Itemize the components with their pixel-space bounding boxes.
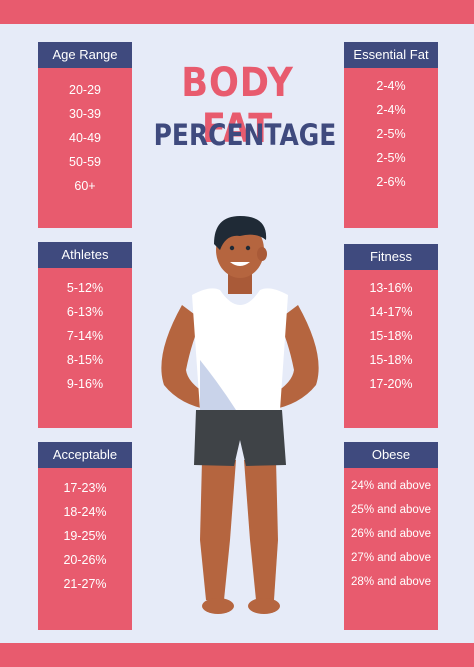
- top-banner-bar: [0, 0, 474, 24]
- obese-value: 26% and above: [351, 528, 431, 540]
- age-range-value: 40-49: [69, 131, 101, 145]
- fitness-value: 17-20%: [369, 377, 413, 391]
- acceptable-value: 21-27%: [63, 577, 107, 591]
- age-range-value: 30-39: [69, 107, 101, 121]
- fitness-card: Fitness 13-16% 14-17% 15-18% 15-18% 17-2…: [344, 244, 438, 428]
- fitness-value: 15-18%: [369, 353, 413, 367]
- acceptable-value: 18-24%: [63, 505, 107, 519]
- fitness-value: 13-16%: [369, 281, 413, 295]
- bottom-banner-bar: [0, 643, 474, 667]
- obese-card: Obese 24% and above 25% and above 26% an…: [344, 442, 438, 630]
- essential-fat-value: 2-4%: [376, 79, 406, 93]
- acceptable-value: 17-23%: [63, 481, 107, 495]
- obese-value: 24% and above: [351, 480, 431, 492]
- athletes-value: 9-16%: [66, 377, 104, 391]
- essential-fat-header: Essential Fat: [344, 42, 438, 68]
- title-line-2: PERCENTAGE: [153, 118, 337, 152]
- age-range-header: Age Range: [38, 42, 132, 68]
- athletes-value: 6-13%: [66, 305, 104, 319]
- man-illustration: [161, 216, 319, 614]
- athletes-value: 7-14%: [66, 329, 104, 343]
- obese-value: 25% and above: [351, 504, 431, 516]
- essential-fat-value: 2-5%: [376, 127, 406, 141]
- age-range-value: 50-59: [69, 155, 101, 169]
- acceptable-value: 20-26%: [63, 553, 107, 567]
- age-range-value: 60+: [74, 179, 96, 193]
- acceptable-card: Acceptable 17-23% 18-24% 19-25% 20-26% 2…: [38, 442, 132, 630]
- obese-header: Obese: [344, 442, 438, 468]
- fitness-header: Fitness: [344, 244, 438, 270]
- age-range-value: 20-29: [69, 83, 101, 97]
- acceptable-value: 19-25%: [63, 529, 107, 543]
- athletes-header: Athletes: [38, 242, 132, 268]
- athletes-card: Athletes 5-12% 6-13% 7-14% 8-15% 9-16%: [38, 242, 132, 428]
- essential-fat-value: 2-5%: [376, 151, 406, 165]
- fitness-value: 14-17%: [369, 305, 413, 319]
- obese-value: 27% and above: [351, 552, 431, 564]
- title-line-1: BODY FAT: [181, 60, 294, 152]
- athletes-value: 8-15%: [66, 353, 104, 367]
- fitness-value: 15-18%: [369, 329, 413, 343]
- age-range-card: Age Range 20-29 30-39 40-49 50-59 60+: [38, 42, 132, 228]
- essential-fat-card: Essential Fat 2-4% 2-4% 2-5% 2-5% 2-6%: [344, 42, 438, 228]
- acceptable-header: Acceptable: [38, 442, 132, 468]
- obese-value: 28% and above: [351, 576, 431, 588]
- essential-fat-value: 2-4%: [376, 103, 406, 117]
- essential-fat-value: 2-6%: [376, 175, 406, 189]
- athletes-value: 5-12%: [66, 281, 104, 295]
